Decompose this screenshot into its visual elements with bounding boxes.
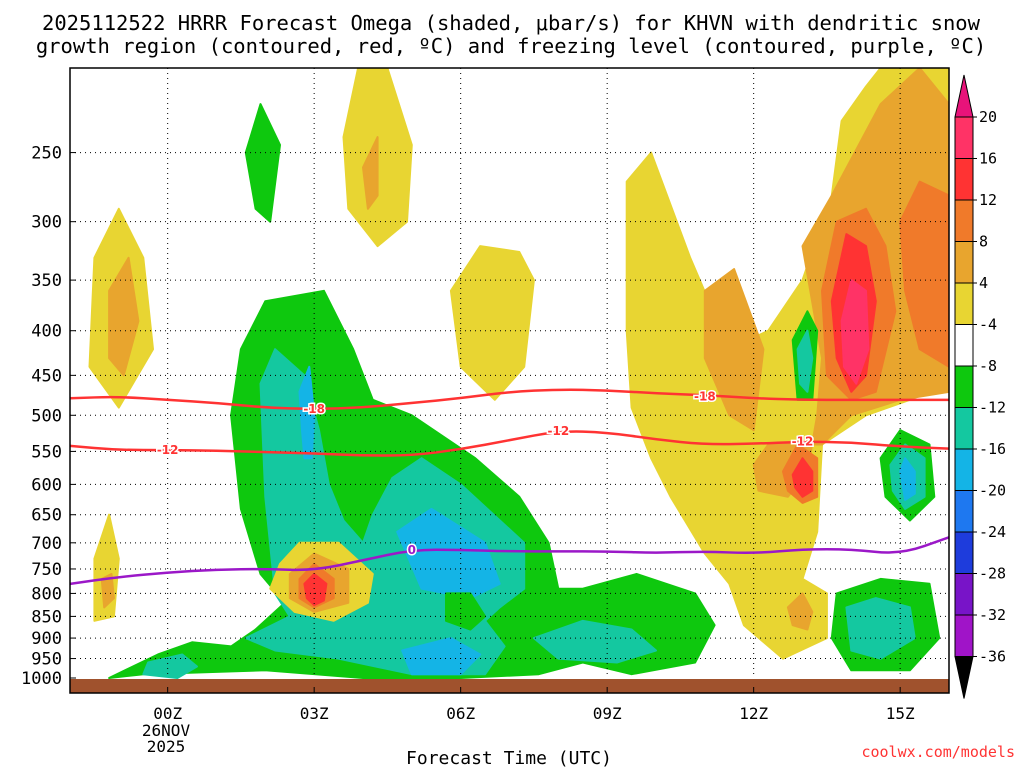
- colorbar-label-10: -24: [979, 523, 1006, 541]
- credit-text[interactable]: coolwx.com/models: [861, 743, 1015, 761]
- colorbar-label-8: -16: [979, 440, 1006, 458]
- time-axis: 00Z 03Z 06Z 09Z 12Z 15Z: [153, 687, 915, 723]
- omega-region-28: [791, 457, 814, 498]
- omega-region-4: [244, 103, 281, 223]
- colorbar-label-0: 20: [979, 108, 997, 126]
- x-axis-title: Forecast Time (UTC): [406, 748, 612, 768]
- x-tick-label-4: 12Z: [739, 704, 768, 723]
- omega-region-36: [845, 597, 916, 660]
- colorbar-box-11: [954, 573, 974, 616]
- colorbar-box-2: [954, 199, 974, 242]
- x-tick-label-2: 06Z: [446, 704, 475, 723]
- chart-title-line-1: 2025112522 HRRR Forecast Omega (shaded, …: [42, 11, 981, 35]
- colorbar-label-1: 16: [979, 150, 997, 168]
- colorbar-box-0: [954, 116, 974, 159]
- omega-shading: [70, 68, 949, 693]
- omega-region-9: [244, 348, 526, 676]
- y-tick-label-400: 400: [31, 322, 62, 342]
- y-tick-label-900: 900: [31, 629, 62, 649]
- temperature-contours: -18 -18 -12 -12 -12 0: [70, 388, 949, 586]
- y-tick-label-350: 350: [31, 271, 62, 291]
- contour-label-1-0: -12: [157, 443, 179, 457]
- omega-region-6: [362, 136, 379, 210]
- date-label-day: 26NOV: [142, 721, 191, 740]
- contour-line-2: [70, 536, 949, 586]
- x-tick-label-0: 00Z: [153, 704, 182, 723]
- omega-region-11: [396, 507, 501, 600]
- plot-frame: [69, 67, 950, 694]
- omega-region-7: [449, 245, 535, 401]
- colorbar-label-13: -36: [979, 648, 1006, 666]
- colorbar: 20 16 12 8 4 -4 -8 -12 -16 -20 -24 -28 -32 -36: [954, 74, 1006, 699]
- chart-title: 2025112522 HRRR Forecast Omega (shaded, …: [36, 11, 986, 58]
- colorbar-box-4: [954, 282, 974, 325]
- y-tick-label-750: 750: [31, 560, 62, 580]
- y-tick-label-950: 950: [31, 650, 62, 670]
- y-tick-label-450: 450: [31, 366, 62, 386]
- colorbar-label-5: -4: [979, 316, 997, 334]
- pressure-gridlines: [70, 68, 949, 678]
- omega-region-21: [703, 268, 765, 432]
- colorbar-label-3: 8: [979, 233, 988, 251]
- colorbar-label-4: 4: [979, 274, 988, 292]
- y-tick-label-300: 300: [31, 213, 62, 233]
- colorbar-label-12: -32: [979, 606, 1006, 624]
- y-tick-label-1000: 1000: [21, 669, 62, 689]
- x-tick-label-3: 09Z: [593, 704, 622, 723]
- colorbar-box-9: [954, 490, 974, 533]
- y-tick-label-850: 850: [31, 607, 62, 627]
- omega-region-10: [298, 365, 316, 460]
- colorbar-label-9: -20: [979, 482, 1006, 500]
- contour-line-0: [70, 388, 949, 411]
- colorbar-box-6: [954, 365, 974, 408]
- colorbar-box-10: [954, 531, 974, 574]
- y-tick-label-500: 500: [31, 406, 62, 426]
- omega-region-24: [899, 180, 949, 368]
- ground-band: [70, 679, 949, 693]
- x-tick-label-1: 03Z: [300, 704, 329, 723]
- y-tick-label-600: 600: [31, 475, 62, 495]
- colorbar-bottom-arrow: [954, 656, 974, 699]
- y-tick-label-250: 250: [31, 144, 62, 164]
- contour-label-1-1: -12: [547, 424, 569, 438]
- x-tick-label-5: 15Z: [886, 704, 915, 723]
- omega-region-13: [142, 653, 198, 679]
- colorbar-label-6: -8: [979, 357, 997, 375]
- colorbar-label-7: -12: [979, 399, 1006, 417]
- colorbar-box-12: [954, 614, 974, 657]
- omega-region-31: [796, 329, 814, 393]
- omega-region-29: [786, 592, 814, 631]
- omega-region-26: [840, 279, 870, 385]
- omega-region-14: [532, 619, 657, 664]
- omega-region-3: [100, 573, 115, 609]
- contour-label-2-0: 0: [408, 543, 416, 557]
- omega-region-19: [445, 592, 487, 631]
- colorbar-top-arrow: [954, 74, 974, 118]
- colorbar-box-3: [954, 241, 974, 284]
- pressure-axis: 2503003504004505005506006507007508008509…: [21, 144, 76, 689]
- y-tick-label-800: 800: [31, 584, 62, 604]
- chart-title-line-2: growth region (contoured, red, ºC) and f…: [36, 34, 986, 58]
- colorbar-label-2: 12: [979, 191, 997, 209]
- contour-line-1: [70, 430, 949, 457]
- colorbar-box-5: [954, 324, 974, 367]
- contour-label-1-2: -12: [792, 435, 814, 449]
- y-tick-label-550: 550: [31, 442, 62, 462]
- omega-region-12: [401, 637, 482, 676]
- omega-region-1: [108, 256, 140, 377]
- colorbar-box-7: [954, 407, 974, 450]
- colorbar-box-8: [954, 448, 974, 491]
- date-label-year: 2025: [147, 737, 186, 756]
- omega-region-34: [899, 457, 916, 501]
- y-tick-label-700: 700: [31, 534, 62, 554]
- colorbar-box-1: [954, 158, 974, 201]
- y-tick-label-650: 650: [31, 506, 62, 526]
- contour-label-0-0: -18: [303, 402, 325, 416]
- colorbar-label-11: -28: [979, 565, 1006, 583]
- contour-label-0-1: -18: [694, 390, 716, 404]
